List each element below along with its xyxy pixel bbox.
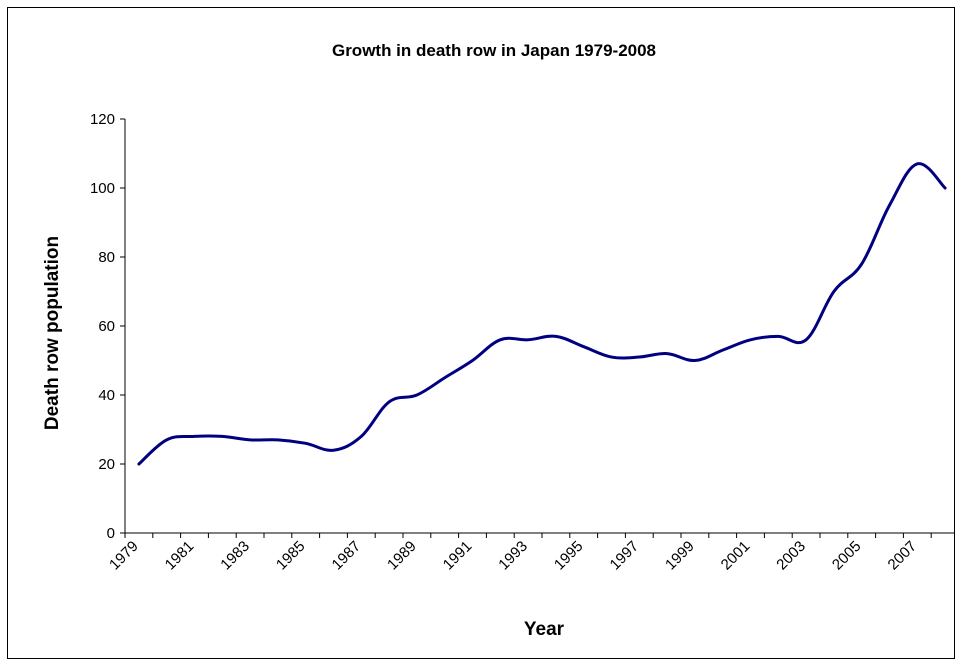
y-axis-title: Death row population <box>42 236 63 430</box>
plot-area: 0 20 40 60 80 100 120 1979 1981 1983 1985 1987 1989 1… <box>90 111 954 573</box>
x-tick-label: 1993 <box>495 538 531 574</box>
y-tick-label: 100 <box>90 180 115 197</box>
x-tick-label: 1985 <box>273 538 309 574</box>
y-tick-label: 0 <box>107 525 115 542</box>
x-tick-label: 1983 <box>217 538 253 574</box>
y-tick-label: 20 <box>98 456 115 473</box>
x-tick-label: 1999 <box>662 538 698 574</box>
line-chart: Growth in death row in Japan 1979-2008 0… <box>42 41 954 640</box>
y-tick-label: 60 <box>98 318 115 335</box>
x-tick-label: 1979 <box>106 538 142 574</box>
x-tick-label: 2007 <box>885 538 921 574</box>
chart-frame: Growth in death row in Japan 1979-2008 0… <box>7 7 955 659</box>
x-tick-label: 2001 <box>718 538 754 574</box>
x-tick-label: 1991 <box>440 538 476 574</box>
y-tick-label: 80 <box>98 249 115 266</box>
chart-title: Growth in death row in Japan 1979-2008 <box>332 41 656 60</box>
x-tick-label: 1989 <box>384 538 420 574</box>
x-tick-label: 1987 <box>329 538 365 574</box>
x-tick-label: 2003 <box>773 538 809 574</box>
x-tick-label: 1995 <box>551 538 587 574</box>
x-tick-label: 1981 <box>162 538 198 574</box>
y-tick-label: 120 <box>90 111 115 128</box>
x-tick-label: 1997 <box>607 538 643 574</box>
series-line <box>137 162 947 466</box>
x-axis-title: Year <box>524 619 565 640</box>
y-tick-label: 40 <box>98 387 115 404</box>
x-tick-label: 2005 <box>829 538 865 574</box>
